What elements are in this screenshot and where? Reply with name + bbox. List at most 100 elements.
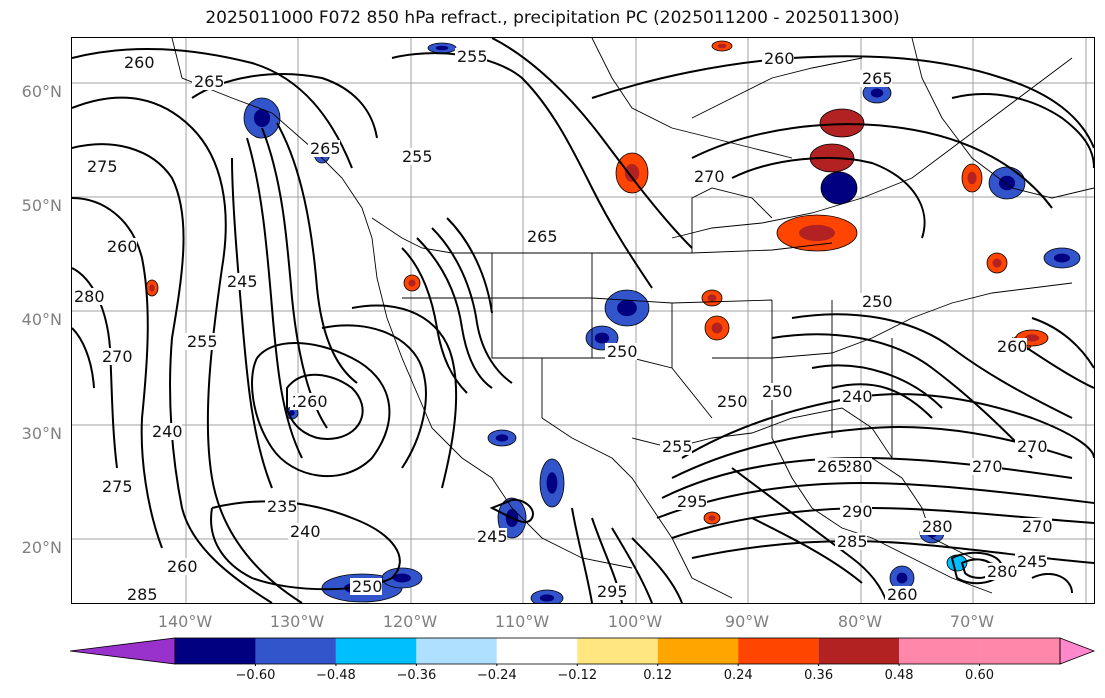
border-line [691,187,773,253]
contour-label: 270 [1017,437,1048,456]
contour-line [351,304,458,489]
contour-label: 295 [677,492,708,511]
contour-label: 265 [194,72,225,91]
colorbar-segment [979,638,1060,664]
contour-line [831,383,933,419]
precip-core [708,515,716,521]
contour-label: 285 [837,532,868,551]
contour-label: 240 [842,387,873,406]
contour-label-bg [105,238,137,255]
precip-core [393,573,411,583]
precip-core [253,109,271,127]
contour-label-bg [100,348,132,365]
latitude-label: 40°N [21,310,62,329]
contour-line [261,127,328,429]
contour-label-bg [100,478,132,495]
colorbar-segment [899,638,980,664]
contour-label-bg [400,148,432,165]
contour-label-bg [860,70,892,87]
border-line [911,38,1094,199]
longitude-label: 80°W [837,612,883,631]
contour-label: 250 [607,342,638,361]
contour-line [321,324,427,469]
border-line [591,38,793,159]
contour-label: 285 [127,585,158,603]
contour-label-bg [970,458,1002,475]
precip-core [594,332,610,344]
contour-label: 255 [402,147,433,166]
contour-label-bg [675,493,707,510]
contour-line [246,137,303,459]
contour-label: 275 [87,157,118,176]
contour-label-bg [1020,518,1052,535]
latitude-label: 20°N [21,538,62,557]
contour-line [491,38,693,249]
contour-label: 260 [297,392,328,411]
colorbar-tick-label: 0.12 [643,668,673,683]
precip-core [435,45,449,51]
contour-label: 270 [972,457,1003,476]
contour-line [771,333,1033,459]
contour-label-bg [1015,438,1047,455]
colorbar-segment [416,638,497,664]
contour-line [286,373,364,440]
contour-label-bg [125,586,157,603]
contour-label: 295 [597,582,628,601]
contour-line [416,237,493,389]
contour-label: 235 [267,497,298,516]
latitude-label: 50°N [21,196,62,215]
contour-line [631,537,683,603]
contour-label-bg [165,558,197,575]
plot-title: 2025011000 F072 850 hPa refract., precip… [205,8,900,28]
contour-line [691,123,1053,209]
refractivity-contours [72,38,1094,603]
contour-label-bg [295,393,327,410]
contour-label-bg [150,423,182,440]
precip-core [408,279,416,287]
contour-label: 250 [862,292,893,311]
geographic-borders [171,38,1094,599]
colorbar-tick-label: −0.48 [315,668,356,683]
contour-label-bg [72,288,104,305]
contour-line [571,507,593,603]
contour-label-bg [605,343,637,360]
contour-label-bg [840,458,872,475]
contour-label-bg [85,158,117,175]
contour-label: 260 [764,49,795,68]
precip-core [546,472,558,494]
contour-label-bg [762,50,794,67]
contour-label-bg [840,503,872,520]
contour-line [251,342,391,478]
precip-core [992,258,1002,268]
contour-label-bg [122,54,154,71]
precip-core [799,224,835,242]
colorbar-extend-low [70,637,176,665]
contour-label: 245 [227,272,258,291]
contour-label-bg [288,523,320,540]
border-line [712,282,1073,359]
contour-label: 265 [527,227,558,246]
colorbar-tick-label: 0.24 [723,668,753,683]
longitude-label: 100°W [607,612,663,631]
precip-core [952,559,962,567]
contour-label: 260 [124,53,155,72]
precip-core [539,594,555,602]
contour-line [611,527,653,603]
border-line [771,300,893,458]
colorbar-segment [738,638,819,664]
colorbar-segment [255,638,336,664]
contour-label: 280 [74,287,105,306]
latitude-label: 60°N [21,82,62,101]
longitude-label: 90°W [724,612,770,631]
colorbar-segment [657,638,739,664]
contour-label-bg [265,498,297,515]
precip-core [717,43,727,49]
precip-core [495,434,509,442]
contour-label: 255 [662,437,693,456]
border-line [371,217,833,254]
contour-line [751,517,863,584]
precip-core [830,180,848,196]
contour-label-bg [692,168,724,185]
